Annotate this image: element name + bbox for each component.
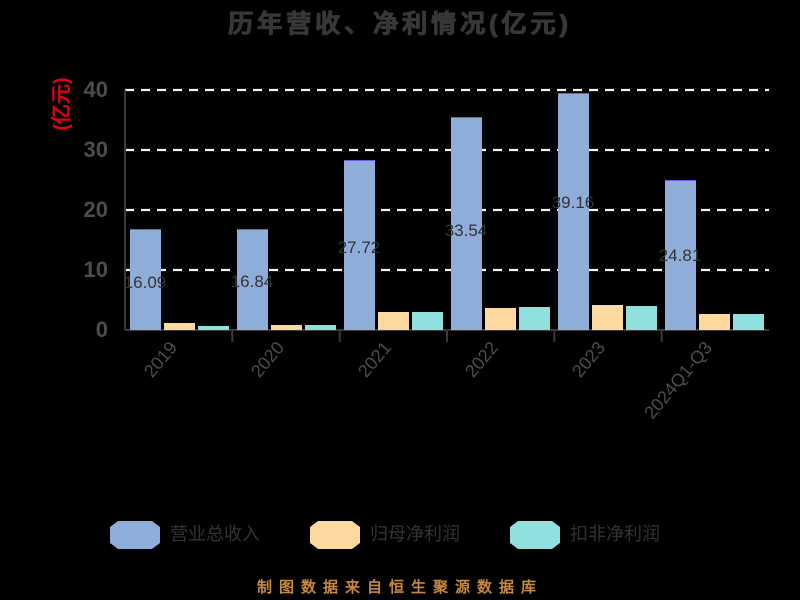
svg-text:16.84: 16.84 <box>231 272 274 291</box>
svg-text:营业总收入: 营业总收入 <box>170 524 260 544</box>
svg-text:2020: 2020 <box>247 338 288 382</box>
svg-text:制图数据来自恒生聚源数据库: 制图数据来自恒生聚源数据库 <box>257 578 543 596</box>
svg-text:2019: 2019 <box>140 338 181 382</box>
svg-text:2022: 2022 <box>461 338 502 382</box>
svg-text:39.16: 39.16 <box>552 193 595 212</box>
svg-text:2021: 2021 <box>354 338 395 382</box>
svg-text:0: 0 <box>96 317 108 342</box>
svg-text:24.81: 24.81 <box>659 246 702 265</box>
svg-text:40: 40 <box>84 77 108 102</box>
svg-text:27.72: 27.72 <box>338 238 381 257</box>
svg-text:33.54: 33.54 <box>445 221 488 240</box>
svg-text:2024Q1-Q3: 2024Q1-Q3 <box>640 338 716 423</box>
svg-text:归母净利润: 归母净利润 <box>370 524 460 544</box>
svg-text:30: 30 <box>84 137 108 162</box>
svg-text:16.09: 16.09 <box>124 273 167 292</box>
svg-text:20: 20 <box>84 197 108 222</box>
svg-text:2023: 2023 <box>568 338 609 382</box>
svg-text:10: 10 <box>84 257 108 282</box>
svg-text:(亿元): (亿元) <box>49 77 73 130</box>
svg-text:扣非净利润: 扣非净利润 <box>570 524 660 544</box>
